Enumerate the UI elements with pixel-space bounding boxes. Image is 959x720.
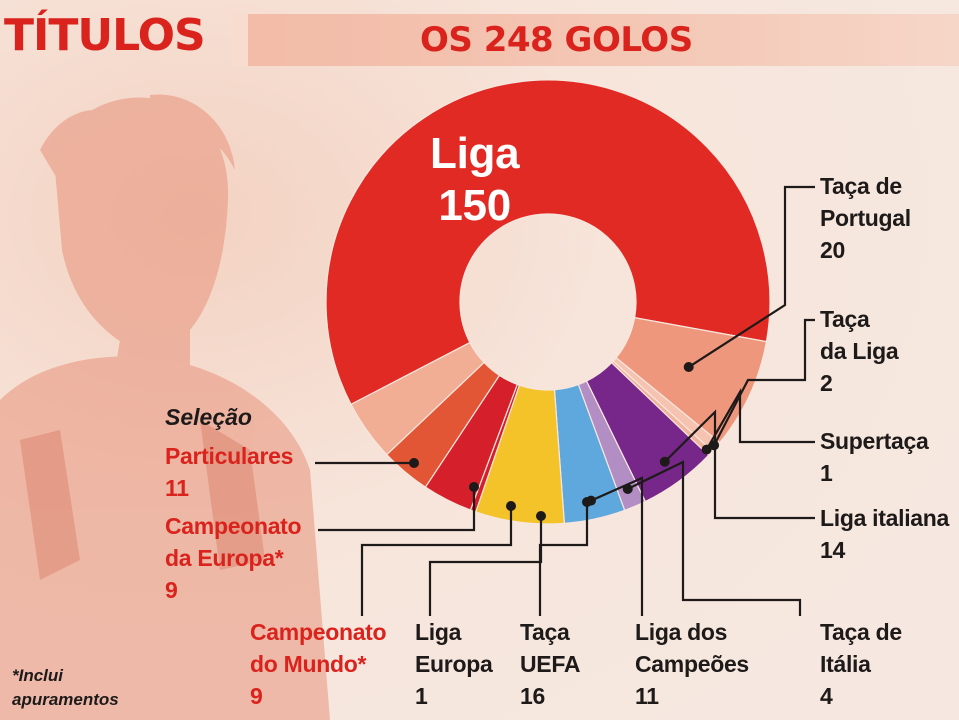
chart-title: OS 248 GOLOS [420, 20, 693, 60]
label-liga: Liga 150 [430, 128, 520, 232]
dot-taca-liga [709, 440, 720, 451]
label-taca-portugal: Taça de Portugal 20 [820, 170, 911, 266]
label-liga-value: 150 [438, 181, 511, 230]
dot-liga-europa [536, 511, 546, 521]
label-particulares-value: 11 [165, 475, 189, 501]
dot-taca-uefa [582, 497, 592, 507]
label-liga-europa-name-1: Liga [415, 619, 462, 645]
label-liga-europa-value: 1 [415, 683, 428, 709]
label-taca-portugal-name-1: Taça de [820, 173, 902, 199]
label-liga-campeoes-value: 11 [635, 683, 659, 709]
slice-liga [325, 79, 771, 406]
dot-taca-portugal [683, 362, 694, 373]
dot-liga-italiana [659, 456, 670, 467]
label-taca-uefa-name-2: UEFA [520, 651, 581, 677]
leader-campeonato-europa [318, 487, 476, 532]
label-supertaca-value: 1 [820, 460, 833, 486]
label-campeonato-europa: Campeonato da Europa* 9 [165, 510, 302, 606]
titles-heading: TÍTULOS [4, 10, 206, 61]
label-taca-liga-value: 2 [820, 370, 833, 396]
label-particulares-name-1: Particulares [165, 443, 294, 469]
footnote: *Inclui apuramentos [12, 664, 119, 712]
selecao-group-label: Seleção [165, 404, 252, 430]
leader-taca-italia [627, 460, 802, 616]
footnote-line2: apuramentos [12, 690, 119, 709]
label-taca-italia-name-1: Taça de [820, 619, 902, 645]
leader-taca-liga [713, 318, 815, 446]
label-campeonato-mundo-value: 9 [250, 683, 263, 709]
label-liga-italiana-value: 14 [820, 537, 845, 563]
label-liga-campeoes-name-2: Campeões [635, 651, 749, 677]
label-liga-italiana: Liga italiana 14 [820, 502, 949, 566]
header-band-separator [232, 14, 248, 66]
label-taca-portugal-value: 20 [820, 237, 845, 263]
leader-liga-italiana [664, 409, 815, 520]
label-campeonato-europa-name-2: da Europa* [165, 545, 284, 571]
label-taca-portugal-name-2: Portugal [820, 205, 911, 231]
label-taca-italia-name-2: Itália [820, 651, 871, 677]
label-campeonato-mundo-name-2: do Mundo* [250, 651, 367, 677]
label-taca-italia: Taça de Itália 4 [820, 616, 902, 712]
label-taca-uefa-name-1: Taça [520, 619, 570, 645]
dot-particulares [409, 458, 419, 468]
footnote-line1: *Inclui [12, 666, 64, 685]
label-particulares: Particulares 11 [165, 440, 293, 504]
header-band [232, 14, 959, 66]
label-campeonato-europa-value: 9 [165, 577, 178, 603]
label-taca-uefa: Taça UEFA 16 [520, 616, 580, 712]
label-liga-campeoes-name-1: Liga dos [635, 619, 728, 645]
leader-liga-europa [428, 516, 543, 616]
label-liga-europa: Liga Europa 1 [415, 616, 493, 712]
dot-campeonato-europa [469, 482, 479, 492]
label-campeonato-europa-name-1: Campeonato [165, 513, 302, 539]
leader-supertaca [705, 387, 815, 451]
dot-campeonato-mundo [506, 501, 516, 511]
label-liga-europa-name-2: Europa [415, 651, 493, 677]
label-liga-name-1: Liga [430, 129, 520, 178]
label-taca-italia-value: 4 [820, 683, 833, 709]
label-taca-uefa-value: 16 [520, 683, 545, 709]
label-supertaca: Supertaça 1 [820, 425, 929, 489]
dot-taca-italia [622, 483, 633, 494]
label-liga-italiana-name-1: Liga italiana [820, 505, 950, 531]
label-campeonato-mundo: Campeonato do Mundo* 9 [250, 616, 387, 712]
leader-campeonato-mundo [360, 506, 513, 616]
leader-taca-portugal [688, 185, 815, 368]
slice-particulares [350, 341, 485, 456]
label-taca-liga: Taça da Liga 2 [820, 303, 899, 399]
label-campeonato-mundo-name-1: Campeonato [250, 619, 387, 645]
label-taca-liga-name-1: Taça [820, 306, 870, 332]
player-portrait [0, 94, 330, 720]
label-supertaca-name-1: Supertaça [820, 428, 929, 454]
leader-liga-campeoes [590, 476, 644, 616]
leader-taca-uefa [538, 502, 589, 616]
dot-supertaca [701, 444, 712, 455]
label-taca-liga-name-2: da Liga [820, 338, 899, 364]
label-liga-campeoes: Liga dos Campeões 11 [635, 616, 749, 712]
